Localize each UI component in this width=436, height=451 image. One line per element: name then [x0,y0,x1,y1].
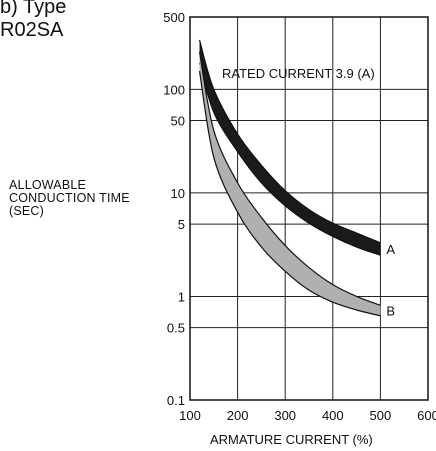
x-tick-label-600: 600 [417,408,436,423]
chart-heading-line-1: b) Type [0,0,67,18]
series-label-B: B [386,304,395,319]
y-axis-label-line-1: ALLOWABLE [9,178,87,192]
rated-current-annotation: RATED CURRENT 3.9 (A) [222,66,375,81]
chart-series-bands: AB [198,39,395,319]
chart-heading-line-2: R02SA [0,19,64,41]
y-tick-label-0.1: 0.1 [167,393,185,408]
y-axis-label-line-3: (SEC) [9,204,45,218]
y-tick-label-50: 50 [171,114,185,129]
x-axis-label: ARMATURE CURRENT (%) [210,432,373,447]
y-tick-label-10: 10 [171,186,185,201]
y-tick-label-0.5: 0.5 [167,321,185,336]
x-tick-label-100: 100 [179,408,201,423]
y-tick-labels: 0.1 0.5 1 5 10 50 100 500 [163,10,185,408]
x-tick-labels: 100 200 300 400 500 600 [179,408,436,423]
y-tick-label-5: 5 [178,217,185,232]
series-upper-edge-B [198,51,381,306]
y-axis-label-line-2: CONDUCTION TIME [9,191,130,205]
x-tick-label-200: 200 [227,408,249,423]
y-tick-label-100: 100 [163,82,185,97]
series-lower-edge-A [198,62,381,256]
chart-frame [189,16,429,401]
series-band-A [199,39,381,256]
y-tick-label-1: 1 [178,289,185,304]
x-tick-label-400: 400 [322,408,344,423]
series-lower-edge-B [198,71,381,317]
y-tick-label-500: 500 [163,10,185,25]
x-tick-label-500: 500 [370,408,392,423]
series-label-A: A [386,242,395,257]
series-upper-edge-A [198,39,381,244]
x-tick-label-300: 300 [274,408,296,423]
plot-frame [189,16,429,401]
series-band-B [199,51,381,316]
